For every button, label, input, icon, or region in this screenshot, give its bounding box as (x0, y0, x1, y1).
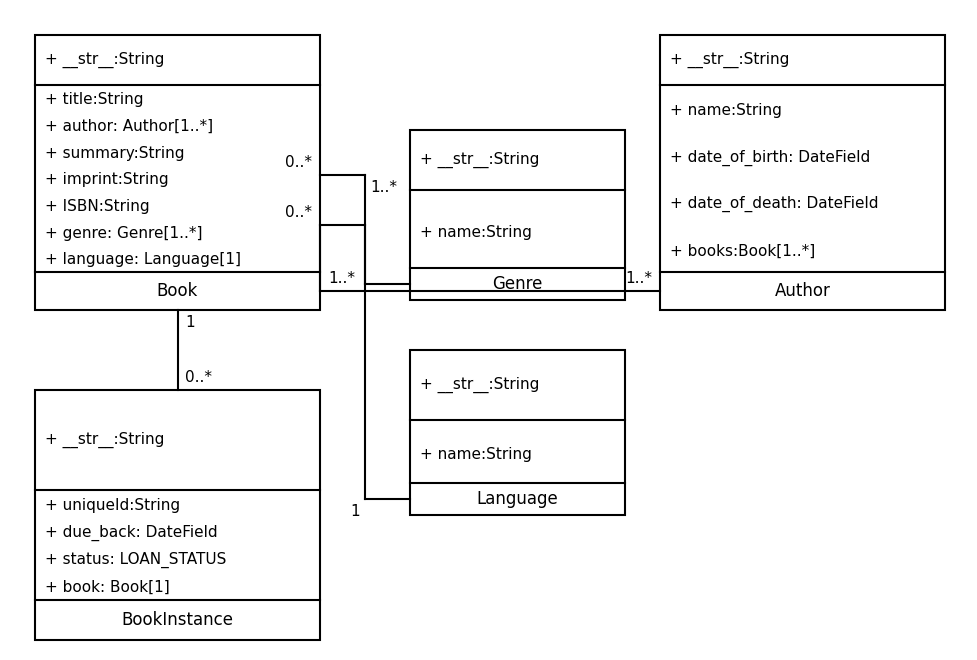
Text: 1..*: 1..* (625, 271, 652, 286)
Text: + genre: Genre[1..*]: + genre: Genre[1..*] (45, 226, 202, 241)
Text: Language: Language (477, 490, 559, 508)
Text: + date_of_death: DateField: + date_of_death: DateField (670, 196, 878, 213)
Text: + books:Book[1..*]: + books:Book[1..*] (670, 244, 815, 259)
Text: + __str__:String: + __str__:String (45, 52, 164, 68)
Bar (410, 130, 625, 300)
Text: + __str__:String: + __str__:String (670, 52, 789, 68)
Text: 0..*: 0..* (285, 205, 312, 220)
Text: Author: Author (775, 282, 830, 300)
Text: + author: Author[1..*]: + author: Author[1..*] (45, 119, 213, 134)
Text: + due_back: DateField: + due_back: DateField (45, 525, 218, 541)
Text: 1..*: 1..* (328, 271, 355, 286)
Text: + status: LOAN_STATUS: + status: LOAN_STATUS (45, 552, 227, 568)
Text: + date_of_birth: DateField: + date_of_birth: DateField (670, 149, 871, 166)
Bar (35, 390, 320, 640)
Text: + uniqueId:String: + uniqueId:String (45, 498, 180, 513)
Text: + __str__:String: + __str__:String (420, 377, 539, 393)
Text: + title:String: + title:String (45, 92, 144, 107)
Bar (660, 35, 945, 310)
Text: 0..*: 0..* (186, 370, 213, 385)
Bar (410, 350, 625, 515)
Text: + language: Language[1]: + language: Language[1] (45, 253, 241, 267)
Text: + summary:String: + summary:String (45, 146, 185, 160)
Text: Book: Book (157, 282, 198, 300)
Text: 0..*: 0..* (285, 155, 312, 170)
Text: + book: Book[1]: + book: Book[1] (45, 580, 170, 595)
Text: Genre: Genre (492, 275, 542, 293)
Text: + __str__:String: + __str__:String (45, 432, 164, 448)
Text: + name:String: + name:String (420, 447, 531, 462)
Text: 1..*: 1..* (370, 180, 397, 195)
Text: 1: 1 (351, 504, 360, 519)
Bar (35, 35, 320, 310)
Text: + name:String: + name:String (420, 226, 531, 240)
Text: + __str__:String: + __str__:String (420, 152, 539, 168)
Text: + imprint:String: + imprint:String (45, 172, 169, 187)
Text: + name:String: + name:String (670, 103, 782, 118)
Text: 1: 1 (186, 315, 195, 330)
Text: BookInstance: BookInstance (121, 611, 234, 629)
Text: + ISBN:String: + ISBN:String (45, 199, 149, 214)
